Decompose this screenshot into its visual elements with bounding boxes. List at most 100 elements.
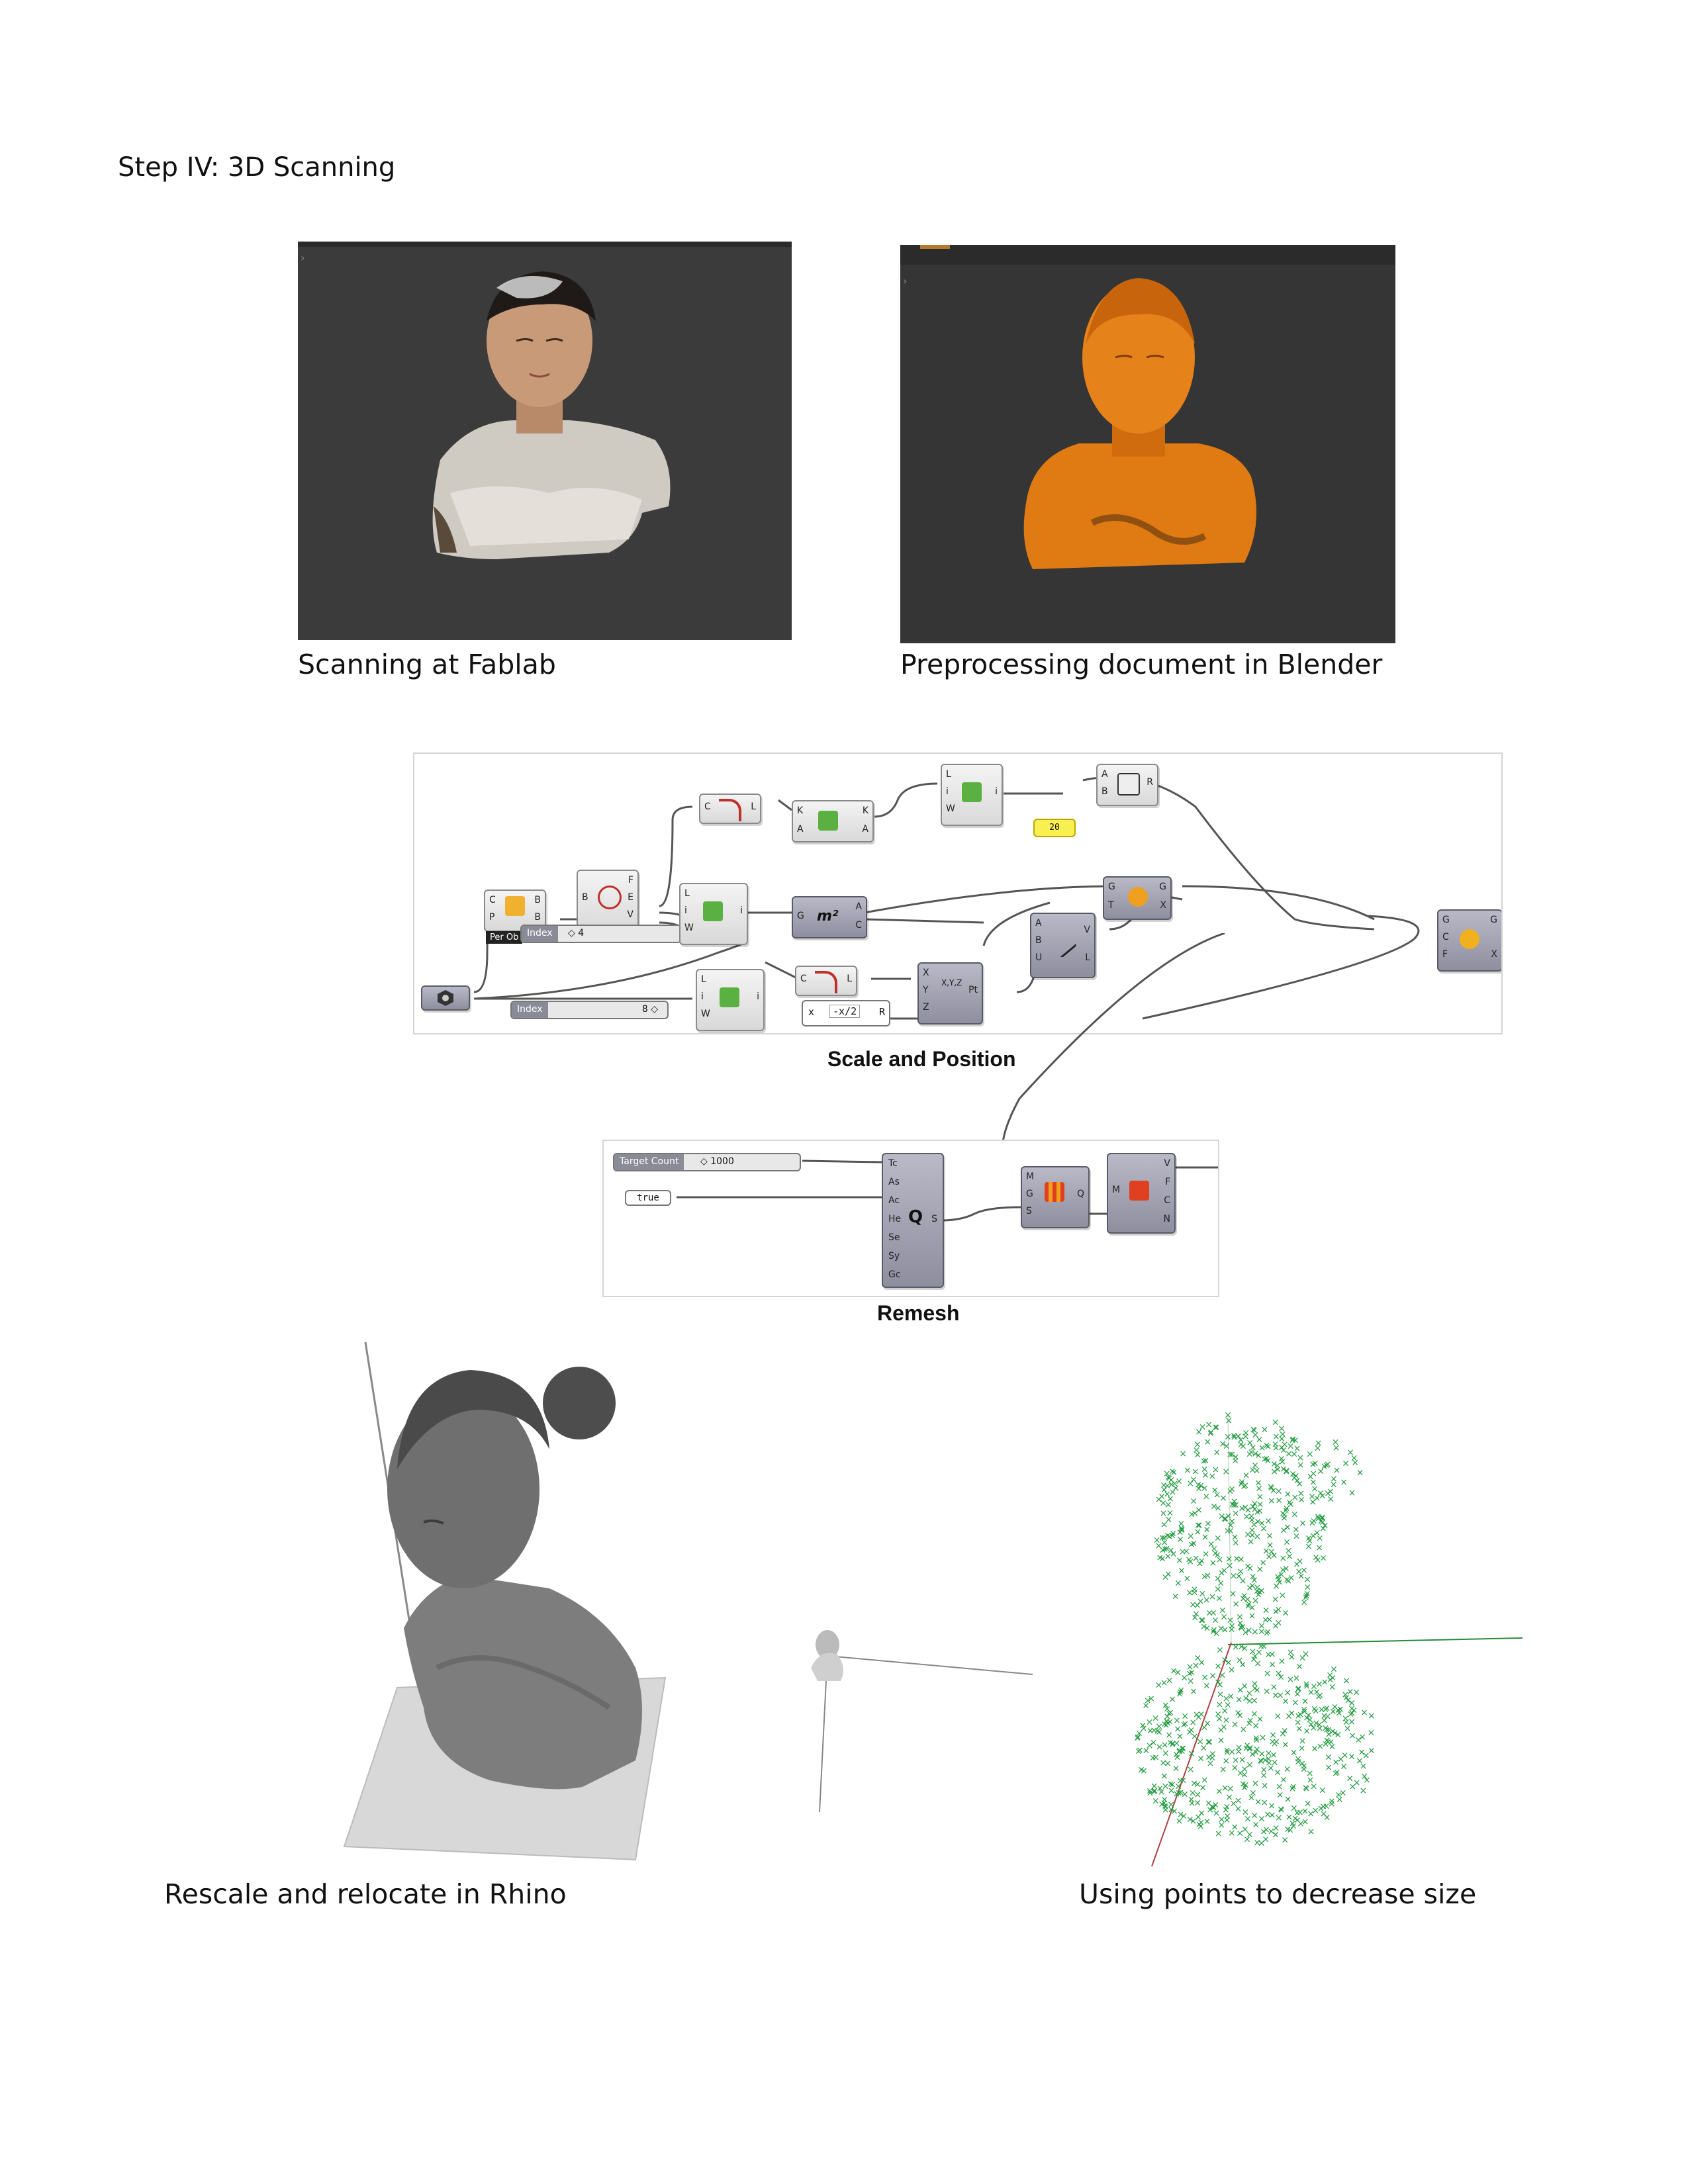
point-marker: ×: [1176, 1555, 1184, 1566]
point-marker: ×: [1211, 1799, 1219, 1810]
index-slider-1[interactable]: Index ◇ 4: [520, 925, 682, 943]
point-marker: ×: [1249, 1788, 1257, 1799]
point-marker: ×: [1310, 1781, 1318, 1792]
point-marker: ×: [1281, 1439, 1289, 1450]
point-marker: ×: [1307, 1472, 1315, 1482]
point-marker: ×: [1231, 1456, 1239, 1467]
point-marker: ×: [1262, 1834, 1270, 1844]
point-marker: ×: [1140, 1766, 1148, 1776]
point-marker: ×: [1218, 1511, 1226, 1522]
point-marker: ×: [1283, 1466, 1291, 1477]
point-marker: ×: [1221, 1706, 1229, 1717]
point-marker: ×: [1207, 1539, 1215, 1550]
point-marker: ×: [1197, 1556, 1205, 1567]
point-marker: ×: [1237, 1685, 1244, 1696]
point-marker: ×: [1200, 1621, 1208, 1632]
point-marker: ×: [1312, 1706, 1320, 1716]
point-marker: ×: [1214, 1584, 1222, 1594]
point-marker: ×: [1334, 1730, 1342, 1741]
point-marker: ×: [1301, 1817, 1309, 1827]
point-marker: ×: [1243, 1741, 1251, 1751]
point-marker: ×: [1240, 1725, 1248, 1735]
point-marker: ×: [1319, 1491, 1327, 1502]
point-marker: ×: [1155, 1680, 1163, 1690]
point-marker: ×: [1247, 1537, 1255, 1547]
index-slider-2[interactable]: Index 8 ◇: [510, 1001, 669, 1019]
quadremesh-node[interactable]: Tc As Ac He Se Sy Gc S Q: [882, 1153, 944, 1288]
point-marker: ×: [1234, 1708, 1242, 1719]
point-marker: ×: [1241, 1591, 1248, 1602]
point-marker: ×: [1199, 1615, 1207, 1625]
point-marker: ×: [1213, 1550, 1221, 1561]
point-marker: ×: [1213, 1628, 1221, 1639]
point-marker: ×: [1237, 1567, 1244, 1577]
point-marker: ×: [1253, 1466, 1261, 1477]
quadremesh-icon: Q: [908, 1207, 923, 1227]
point-marker: ×: [1186, 1588, 1194, 1598]
mesh-param-node[interactable]: [421, 985, 470, 1011]
point-marker: ×: [1169, 1487, 1177, 1498]
point-marker: ×: [1260, 1764, 1268, 1775]
point-marker: ×: [1327, 1494, 1335, 1504]
point-marker: ×: [1291, 1813, 1299, 1824]
point-marker: ×: [1221, 1566, 1229, 1576]
point-marker: ×: [1166, 1717, 1174, 1727]
point-marker: ×: [1235, 1743, 1243, 1753]
expression-node[interactable]: x -x/2 R: [802, 1000, 890, 1026]
point-marker: ×: [1194, 1439, 1201, 1450]
point-marker: ×: [1272, 1594, 1280, 1605]
point-marker: ×: [1260, 1797, 1268, 1808]
point-marker: ×: [1302, 1783, 1310, 1794]
point-marker: ×: [1210, 1544, 1218, 1555]
point-marker: ×: [1339, 1788, 1347, 1798]
point-marker: ×: [1168, 1467, 1176, 1477]
point-marker: ×: [1210, 1502, 1218, 1512]
point-marker: ×: [1230, 1799, 1238, 1809]
point-marker: ×: [1291, 1492, 1299, 1503]
point-marker: ×: [1295, 1662, 1303, 1672]
point-marker: ×: [1243, 1470, 1250, 1480]
point-marker: ×: [1168, 1530, 1176, 1541]
point-marker: ×: [1250, 1424, 1258, 1435]
target-count-slider[interactable]: Target Count ◇ 1000: [613, 1153, 801, 1171]
point-marker: ×: [1283, 1537, 1291, 1548]
point-marker: ×: [1248, 1602, 1256, 1613]
point-marker: ×: [1317, 1488, 1325, 1498]
point-marker: ×: [1272, 1823, 1280, 1834]
point-marker: ×: [1342, 1713, 1350, 1724]
point-marker: ×: [1207, 1758, 1215, 1769]
point-marker: ×: [1254, 1531, 1262, 1542]
point-marker: ×: [1268, 1482, 1276, 1493]
point-marker: ×: [1240, 1482, 1248, 1492]
point-marker: ×: [1195, 1484, 1203, 1494]
number-panel-20: 20: [1033, 819, 1076, 837]
point-marker: ×: [1348, 1488, 1356, 1498]
point-marker: ×: [1215, 1786, 1223, 1797]
point-marker: ×: [1227, 1520, 1235, 1531]
point-marker: ×: [1342, 1458, 1350, 1469]
point-marker: ×: [1181, 1711, 1189, 1722]
point-marker: ×: [1294, 1757, 1302, 1768]
point-marker: ×: [1164, 1551, 1172, 1562]
point-marker: ×: [1235, 1804, 1243, 1815]
point-marker: ×: [1213, 1447, 1221, 1458]
point-marker: ×: [1190, 1539, 1198, 1549]
boolean-toggle[interactable]: true: [625, 1190, 671, 1206]
point-marker: ×: [1166, 1508, 1174, 1518]
mesh-param-icon: [438, 990, 453, 1006]
